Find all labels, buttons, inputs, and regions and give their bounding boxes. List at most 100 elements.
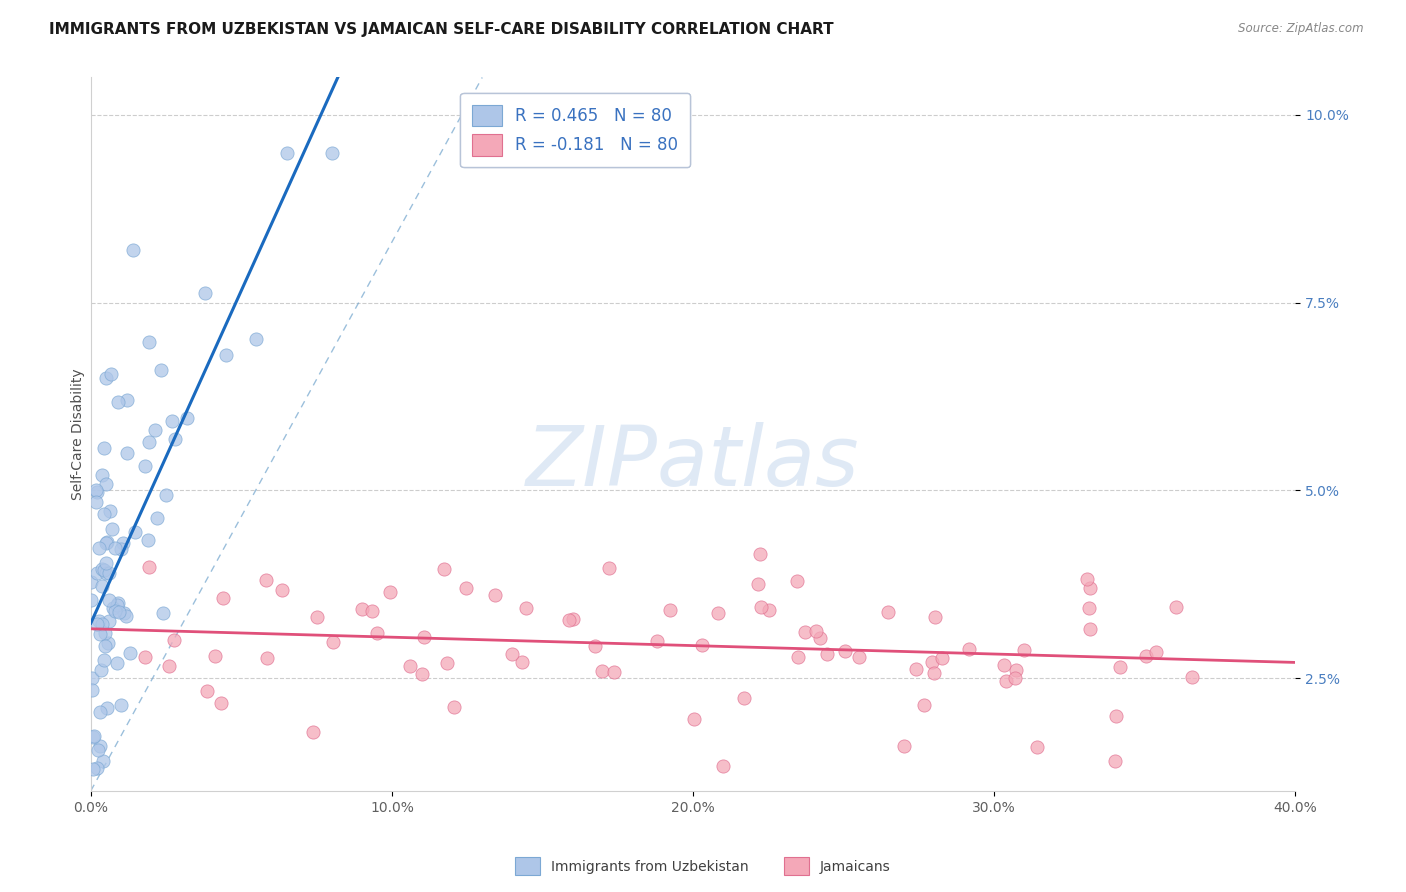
Point <box>957 641 980 656</box>
Point <box>87 614 110 628</box>
Point <box>484 588 506 602</box>
Text: Source: ZipAtlas.com: Source: ZipAtlas.com <box>1239 22 1364 36</box>
Point <box>412 630 434 644</box>
Point <box>104 541 127 556</box>
Point <box>96 534 118 549</box>
Point <box>87 742 110 756</box>
Point <box>165 432 187 446</box>
Point <box>90 617 112 632</box>
Point <box>93 442 115 456</box>
Point <box>194 285 217 300</box>
Point <box>690 638 713 652</box>
Point <box>877 605 900 619</box>
Point <box>86 616 108 631</box>
Point <box>1104 754 1126 768</box>
Point <box>1012 643 1035 657</box>
Point <box>136 533 159 548</box>
Point <box>101 601 124 615</box>
Point <box>110 541 132 556</box>
Point <box>94 476 117 491</box>
Point <box>747 577 769 591</box>
Point <box>87 541 110 555</box>
Point <box>786 574 808 589</box>
Point <box>176 411 198 425</box>
Point <box>104 604 127 618</box>
Point <box>1181 670 1204 684</box>
Point <box>115 608 138 623</box>
Point <box>271 582 294 597</box>
Point <box>160 414 183 428</box>
Point <box>411 667 433 681</box>
Point <box>90 664 112 678</box>
Point <box>94 371 117 385</box>
Point <box>112 536 135 550</box>
Point <box>561 612 583 626</box>
Point <box>138 560 160 574</box>
Point <box>1025 739 1047 754</box>
Point <box>84 495 107 509</box>
Point <box>89 627 111 641</box>
Point <box>1076 572 1098 586</box>
Point <box>804 624 827 638</box>
Point <box>97 566 120 580</box>
Point <box>786 649 808 664</box>
Point <box>82 671 104 685</box>
Point <box>86 761 108 775</box>
Point <box>398 659 420 673</box>
Point <box>86 484 108 499</box>
Point <box>80 593 103 607</box>
Point <box>209 696 232 710</box>
Point <box>1135 648 1157 663</box>
Y-axis label: Self-Care Disability: Self-Care Disability <box>72 368 86 500</box>
Point <box>658 603 681 617</box>
Point <box>834 644 856 658</box>
Point <box>1078 622 1101 636</box>
Point <box>994 673 1017 688</box>
Point <box>360 604 382 618</box>
Point <box>749 599 772 614</box>
Point <box>212 591 235 606</box>
Point <box>149 363 172 377</box>
Point <box>433 562 456 576</box>
Point <box>501 647 523 661</box>
Point <box>100 367 122 381</box>
Point <box>83 729 105 743</box>
Point <box>97 615 120 629</box>
Point <box>707 606 730 620</box>
Point <box>107 598 129 612</box>
Point <box>598 561 620 575</box>
Point <box>80 575 103 590</box>
Point <box>215 348 238 362</box>
Point <box>301 725 323 739</box>
Point <box>94 556 117 570</box>
Point <box>245 332 267 346</box>
Point <box>134 650 156 665</box>
Point <box>1104 709 1126 723</box>
Point <box>110 698 132 712</box>
Point <box>82 762 104 776</box>
Point <box>146 510 169 524</box>
Point <box>436 656 458 670</box>
Point <box>89 739 111 753</box>
Point <box>204 649 226 664</box>
Point <box>931 651 953 665</box>
Point <box>350 601 373 615</box>
Point <box>91 754 114 768</box>
Point <box>122 243 145 257</box>
Point <box>107 395 129 409</box>
Point <box>138 435 160 450</box>
Point <box>1078 581 1101 595</box>
Point <box>94 566 117 581</box>
Point <box>115 446 138 460</box>
Point <box>91 561 114 575</box>
Point <box>1004 671 1026 685</box>
Point <box>82 730 104 744</box>
Point <box>143 423 166 437</box>
Point <box>86 483 108 497</box>
Point <box>912 698 935 713</box>
Point <box>603 665 626 680</box>
Point <box>152 606 174 620</box>
Point <box>321 145 343 160</box>
Point <box>558 613 581 627</box>
Point <box>93 653 115 667</box>
